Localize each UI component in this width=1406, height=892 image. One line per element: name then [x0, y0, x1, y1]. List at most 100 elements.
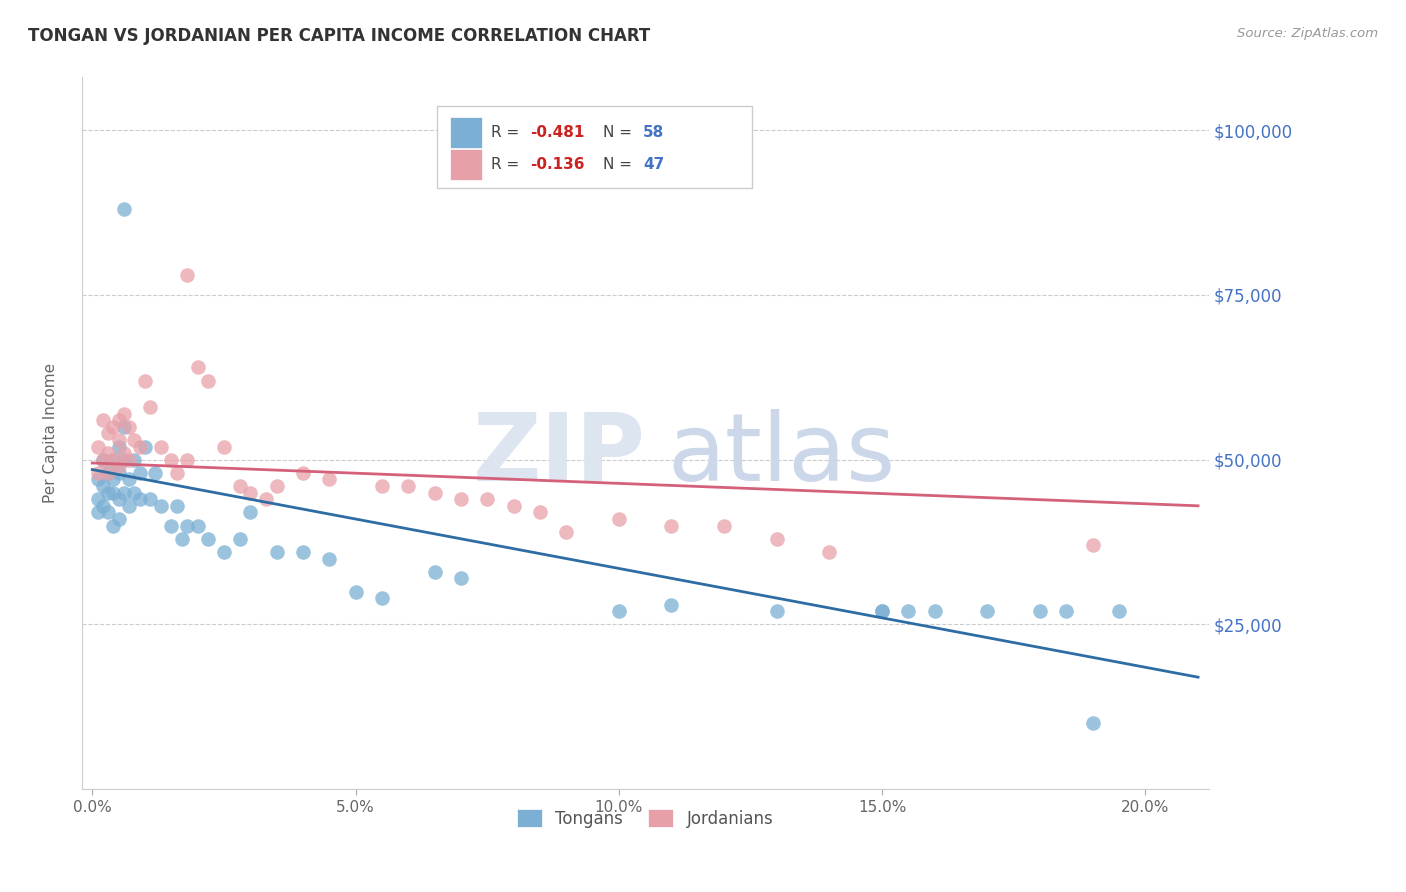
Point: [118, 473, 141, 487]
Point: [134, 440, 156, 454]
Point: [139, 400, 162, 414]
Point: [160, 518, 183, 533]
Point: [254, 492, 277, 507]
Point: [112, 446, 135, 460]
Point: [197, 374, 219, 388]
Point: [112, 419, 135, 434]
Text: ZIP: ZIP: [472, 409, 645, 500]
Point: [661, 598, 683, 612]
Point: [187, 518, 209, 533]
Point: [107, 433, 129, 447]
Point: [266, 479, 288, 493]
Point: [450, 571, 472, 585]
Point: [97, 446, 120, 460]
Point: [1081, 716, 1104, 731]
Point: [1029, 604, 1052, 618]
Point: [870, 604, 893, 618]
Point: [396, 479, 419, 493]
Point: [371, 479, 394, 493]
Point: [713, 518, 735, 533]
Point: [176, 518, 198, 533]
Point: [529, 505, 551, 519]
Point: [266, 545, 288, 559]
Point: [870, 604, 893, 618]
Text: N =: N =: [603, 125, 637, 140]
Text: R =: R =: [491, 125, 524, 140]
Point: [924, 604, 946, 618]
Legend: Tongans, Jordanians: Tongans, Jordanians: [510, 803, 780, 834]
Text: TONGAN VS JORDANIAN PER CAPITA INCOME CORRELATION CHART: TONGAN VS JORDANIAN PER CAPITA INCOME CO…: [28, 27, 651, 45]
Point: [128, 466, 150, 480]
Point: [107, 512, 129, 526]
Point: [371, 591, 394, 606]
Point: [91, 479, 114, 493]
Point: [555, 525, 578, 540]
Point: [91, 452, 114, 467]
Point: [103, 419, 125, 434]
Point: [139, 492, 162, 507]
Point: [118, 419, 141, 434]
Point: [91, 452, 114, 467]
Point: [124, 452, 146, 467]
Point: [1054, 604, 1077, 618]
FancyBboxPatch shape: [437, 106, 752, 187]
Point: [97, 466, 120, 480]
Point: [149, 499, 172, 513]
Point: [112, 485, 135, 500]
Point: [344, 584, 367, 599]
Point: [228, 479, 250, 493]
Point: [149, 440, 172, 454]
Point: [166, 466, 188, 480]
Point: [291, 466, 314, 480]
Point: [1108, 604, 1130, 618]
Point: [239, 505, 262, 519]
Point: [187, 360, 209, 375]
Point: [176, 268, 198, 282]
Point: [103, 452, 125, 467]
Point: [86, 466, 108, 480]
Point: [291, 545, 314, 559]
Point: [107, 413, 129, 427]
Text: R =: R =: [491, 157, 524, 172]
FancyBboxPatch shape: [450, 117, 482, 148]
Point: [103, 452, 125, 467]
Point: [423, 565, 446, 579]
Point: [160, 452, 183, 467]
Text: Source: ZipAtlas.com: Source: ZipAtlas.com: [1237, 27, 1378, 40]
Text: -0.481: -0.481: [530, 125, 585, 140]
Point: [97, 485, 120, 500]
Point: [91, 499, 114, 513]
Point: [107, 440, 129, 454]
Point: [86, 492, 108, 507]
Point: [103, 518, 125, 533]
Point: [897, 604, 920, 618]
Point: [318, 551, 340, 566]
Point: [124, 485, 146, 500]
Point: [502, 499, 524, 513]
Text: 47: 47: [643, 157, 664, 172]
Point: [170, 532, 193, 546]
Point: [103, 485, 125, 500]
Point: [607, 512, 630, 526]
Point: [86, 505, 108, 519]
Point: [228, 532, 250, 546]
Text: 58: 58: [643, 125, 664, 140]
Y-axis label: Per Capita Income: Per Capita Income: [44, 363, 58, 503]
Point: [124, 433, 146, 447]
Point: [134, 374, 156, 388]
Point: [607, 604, 630, 618]
Point: [765, 604, 787, 618]
Point: [1081, 538, 1104, 552]
Text: N =: N =: [603, 157, 637, 172]
Point: [145, 466, 167, 480]
Text: -0.136: -0.136: [530, 157, 585, 172]
Point: [661, 518, 683, 533]
Point: [212, 440, 235, 454]
Text: atlas: atlas: [668, 409, 896, 500]
Point: [112, 202, 135, 217]
Point: [91, 413, 114, 427]
Point: [118, 452, 141, 467]
Point: [107, 459, 129, 474]
Point: [112, 407, 135, 421]
Point: [86, 440, 108, 454]
